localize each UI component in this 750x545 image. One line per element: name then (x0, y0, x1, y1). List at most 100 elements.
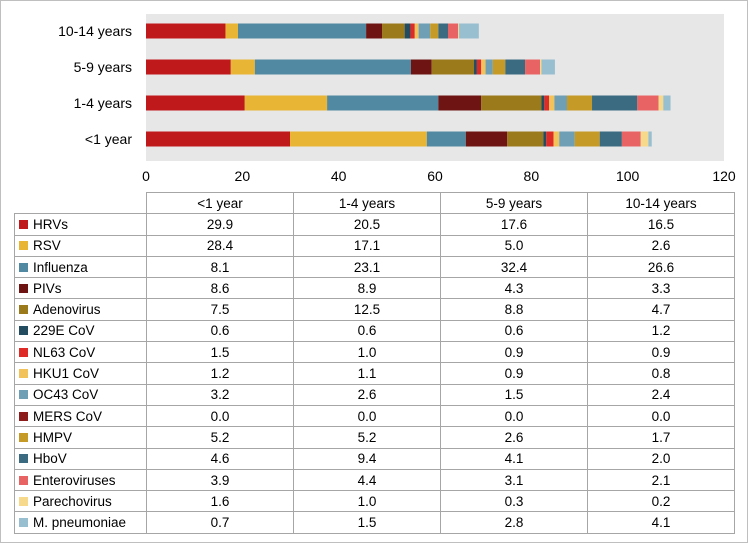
table-row: 229E CoV 0.6 0.6 0.6 1.2 (14, 319, 735, 343)
value-cell: 0.7 (146, 511, 294, 534)
series-name-cell: PIVs (14, 277, 147, 300)
table-row: HboV 4.6 9.4 4.1 2.0 (14, 447, 735, 470)
value-cell: 26.6 (587, 255, 735, 279)
value-cell: 1.5 (440, 383, 588, 406)
value-cell: 8.1 (146, 255, 294, 279)
value-cell: 32.4 (440, 255, 588, 279)
bar-segment (658, 95, 664, 111)
bar-segment (663, 95, 671, 111)
x-tick-label: 120 (712, 168, 736, 184)
bar-segment (637, 95, 659, 111)
series-name: OC43 CoV (33, 387, 99, 403)
value-cell: 0.9 (440, 341, 588, 364)
table-row: MERS CoV 0.0 0.0 0.0 0.0 (14, 404, 735, 428)
series-name-cell: 229E CoV (14, 319, 147, 343)
value-cell: 4.6 (146, 447, 294, 470)
bar-segment (225, 23, 238, 39)
value-cell: 16.5 (587, 213, 735, 236)
bar-segment (525, 59, 541, 75)
bar-segment (438, 95, 482, 111)
table-corner (14, 192, 147, 215)
value-cell: 5.2 (146, 426, 294, 449)
bar-segment (546, 131, 554, 147)
value-cell: 2.6 (293, 383, 441, 406)
bar-segment (327, 95, 439, 111)
series-name: 229E CoV (33, 323, 95, 339)
series-name-cell: Adenovirus (14, 298, 147, 321)
value-cell: 2.0 (587, 447, 735, 470)
series-name-cell: Influenza (14, 255, 147, 279)
legend-swatch (19, 326, 28, 336)
bar-segment (410, 23, 415, 39)
value-cell: 2.4 (587, 383, 735, 406)
value-cell: 4.3 (440, 277, 588, 300)
table-row: M. pneumoniae 0.7 1.5 2.8 4.1 (14, 511, 735, 534)
series-name: NL63 CoV (33, 344, 96, 360)
legend-swatch (19, 219, 28, 229)
table-row: Adenovirus 7.5 12.5 8.8 4.7 (14, 298, 735, 321)
series-name: M. pneumoniae (33, 515, 127, 531)
series-name: MERS CoV (33, 408, 103, 424)
series-name: Enteroviruses (33, 472, 116, 488)
value-cell: 8.9 (293, 277, 441, 300)
bar-segment (431, 59, 475, 75)
value-cell: 17.6 (440, 213, 588, 236)
bar-segment (549, 95, 555, 111)
value-cell: 4.4 (293, 468, 441, 492)
table-row: Influenza 8.1 23.1 32.4 26.6 (14, 255, 735, 279)
value-cell: 4.1 (587, 511, 735, 534)
legend-swatch (19, 283, 28, 293)
series-name: PIVs (33, 280, 62, 296)
x-tick-label: 80 (524, 168, 540, 184)
bar-segment (465, 131, 508, 147)
series-name: RSV (33, 238, 61, 254)
series-name: HboV (33, 451, 67, 467)
bar-segment (146, 59, 231, 75)
bar-segment (559, 131, 575, 147)
bar-segment (418, 23, 431, 39)
table-row: OC43 CoV 3.2 2.6 1.5 2.4 (14, 383, 735, 406)
bar-segment (492, 59, 506, 75)
value-cell: 0.0 (587, 404, 735, 428)
bar-segment (540, 59, 542, 75)
legend-swatch (19, 518, 28, 528)
bar-segment (476, 59, 482, 75)
bar-segment (448, 23, 459, 39)
column-header: 10-14 years (587, 191, 735, 215)
bar-segment (541, 95, 545, 111)
x-tick-label: 20 (235, 168, 251, 184)
bar-segment (254, 59, 411, 75)
value-cell: 8.6 (146, 277, 294, 300)
bar-segment (481, 95, 542, 111)
category-label: 10-14 years (58, 23, 132, 39)
value-cell: 0.3 (440, 490, 588, 513)
bar-segment (481, 59, 486, 75)
x-tick-label: 60 (427, 168, 443, 184)
bar-segment (541, 59, 555, 75)
value-cell: 1.0 (293, 341, 441, 364)
table-row: HKU1 CoV 1.2 1.1 0.9 0.8 (14, 362, 735, 385)
bar-segment (544, 95, 550, 111)
value-cell: 17.1 (293, 234, 441, 257)
legend-swatch (19, 262, 28, 272)
value-cell: 0.9 (587, 341, 735, 364)
series-name-cell: Parechovirus (14, 490, 147, 513)
series-name-cell: OC43 CoV (14, 383, 147, 406)
value-cell: 3.2 (146, 383, 294, 406)
bar-segment (474, 59, 477, 75)
bar-segment (507, 131, 544, 147)
value-cell: 2.8 (440, 511, 588, 534)
series-name: Influenza (33, 259, 88, 275)
legend-swatch (19, 496, 28, 506)
series-name-cell: HboV (14, 447, 147, 470)
value-cell: 0.2 (587, 490, 735, 513)
category-label: 5-9 years (74, 59, 132, 75)
series-name-cell: HMPV (14, 426, 147, 449)
x-tick-label: 100 (616, 168, 640, 184)
bar-segment (459, 23, 479, 39)
table-row: HRVs 29.9 20.5 17.6 16.5 (14, 213, 735, 236)
column-header: 5-9 years (440, 191, 588, 215)
value-cell: 1.2 (146, 362, 294, 385)
series-name: Adenovirus (33, 302, 101, 318)
value-cell: 28.4 (146, 234, 294, 257)
